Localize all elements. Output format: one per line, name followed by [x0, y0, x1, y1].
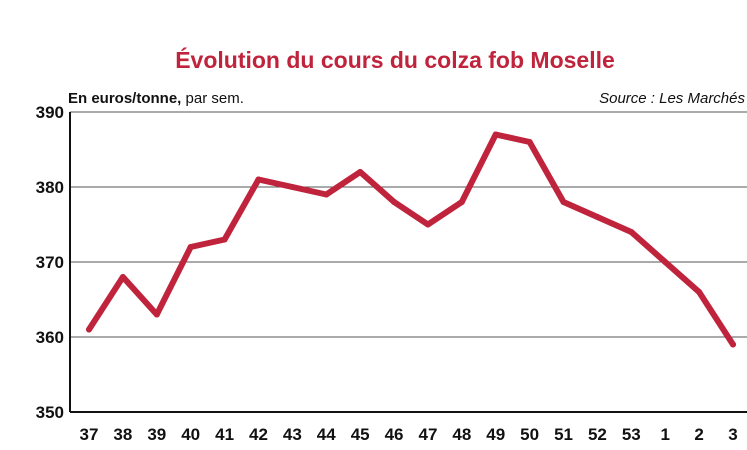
- data-point: [153, 311, 160, 318]
- data-point: [221, 236, 228, 243]
- series-group: [86, 131, 736, 348]
- unit-label-bold: En euros/tonne,: [68, 90, 181, 107]
- unit-label: En euros/tonne, par sem.: [68, 90, 244, 107]
- data-point: [187, 244, 194, 250]
- data-point: [391, 199, 398, 205]
- x-tick-label: 49: [486, 425, 505, 444]
- y-tick-label: 380: [36, 178, 64, 197]
- data-point: [594, 214, 601, 220]
- x-tick-label: 53: [622, 425, 641, 444]
- x-tick-label: 39: [147, 425, 166, 444]
- data-point: [424, 221, 431, 228]
- x-tick-label: 50: [520, 425, 539, 444]
- data-point: [730, 341, 736, 348]
- chart-title: Évolution du cours du colza fob Moselle: [175, 46, 615, 73]
- y-tick-label: 390: [36, 103, 64, 122]
- x-tick-labels: 37 38 39 40 41 42 43 44 45 46 47 48 49 50 51 52 53 1 2 3: [80, 425, 738, 444]
- data-point: [526, 139, 533, 145]
- data-point: [458, 199, 465, 205]
- gridlines: [70, 111, 747, 413]
- data-point: [119, 274, 126, 280]
- x-tick-label: 3: [728, 425, 737, 444]
- x-tick-label: 37: [80, 425, 99, 444]
- x-tick-label: 40: [181, 425, 200, 444]
- data-point: [357, 169, 364, 175]
- data-point: [696, 289, 703, 295]
- x-tick-label: 51: [554, 425, 573, 444]
- data-point: [86, 326, 92, 333]
- data-point: [662, 259, 669, 265]
- unit-label-rest: par sem.: [181, 90, 244, 107]
- data-point: [560, 199, 567, 205]
- x-tick-label: 1: [660, 425, 669, 444]
- x-tick-label: 41: [215, 425, 234, 444]
- x-tick-label: 2: [694, 425, 703, 444]
- x-tick-label: 52: [588, 425, 607, 444]
- data-point: [255, 176, 262, 183]
- data-point: [289, 184, 296, 190]
- x-tick-label: 38: [113, 425, 132, 444]
- x-tick-label: 43: [283, 425, 302, 444]
- source-label: Source : Les Marchés: [599, 90, 745, 107]
- data-point: [323, 191, 330, 198]
- y-tick-label: 360: [36, 328, 64, 347]
- x-tick-label: 48: [452, 425, 471, 444]
- data-point: [628, 229, 635, 235]
- y-tick-label: 370: [36, 253, 64, 272]
- x-tick-label: 44: [317, 425, 336, 444]
- data-point: [492, 131, 499, 138]
- x-tick-label: 42: [249, 425, 268, 444]
- y-tick-label: 350: [36, 403, 64, 422]
- x-tick-label: 47: [418, 425, 437, 444]
- series-line: [86, 131, 736, 348]
- x-tick-label: 45: [351, 425, 370, 444]
- x-tick-label: 46: [385, 425, 404, 444]
- y-tick-labels: 350 360 370 380 390: [36, 103, 64, 422]
